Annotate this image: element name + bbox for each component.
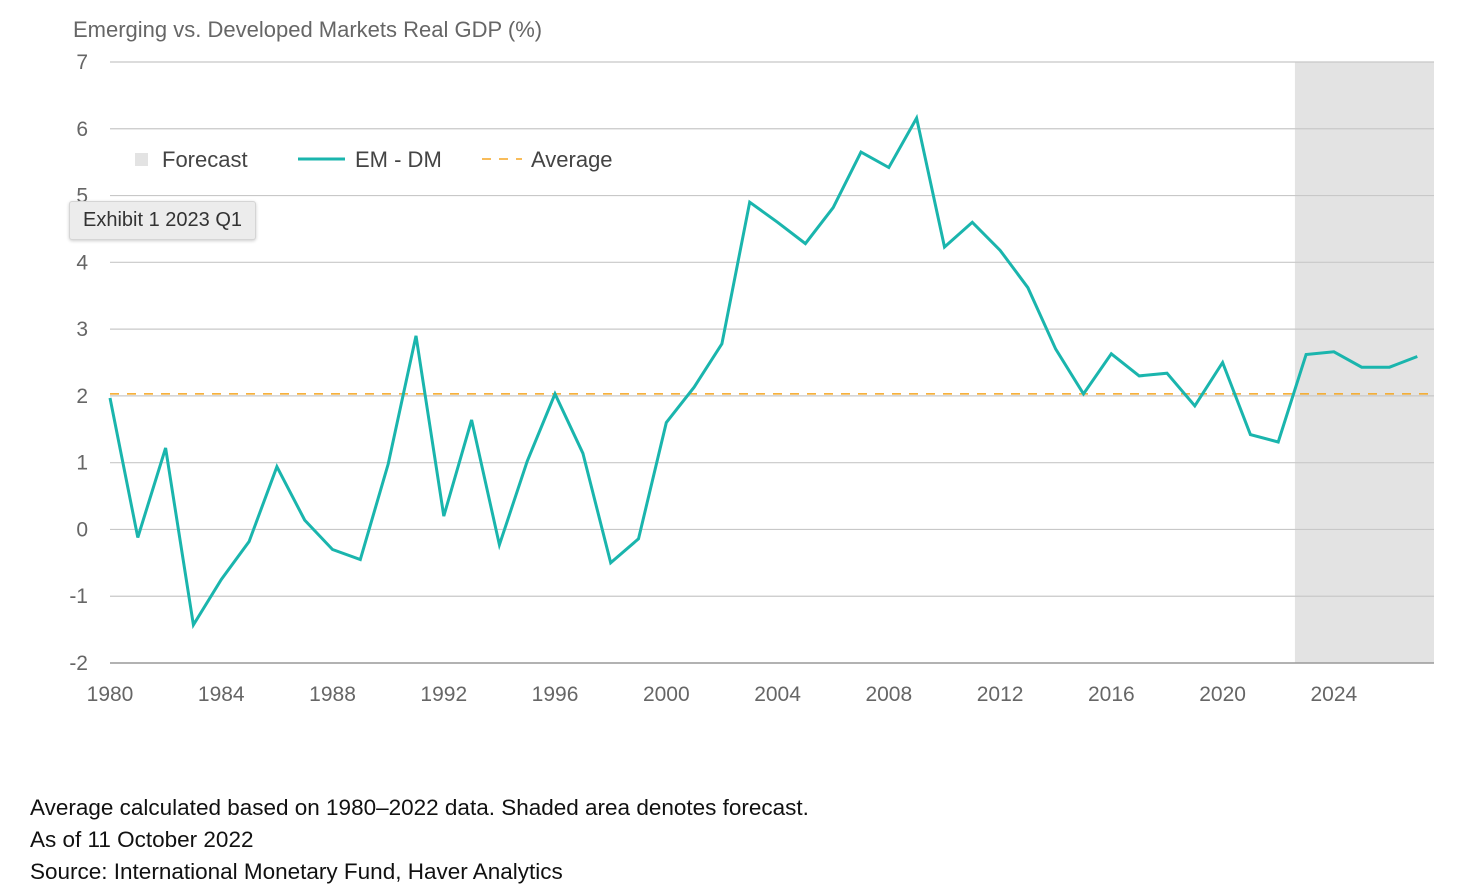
y-tick-label: 1 — [76, 452, 88, 475]
series-line-em-dm — [108, 113, 1418, 630]
x-tick-label: 1992 — [420, 683, 467, 706]
x-tick-label: 1984 — [198, 683, 245, 706]
x-tick-label: 2000 — [643, 683, 690, 706]
y-tick-label: 7 — [76, 51, 88, 74]
legend-em-dm-label: EM - DM — [355, 147, 442, 172]
chart-notes: Average calculated based on 1980–2022 da… — [30, 792, 809, 888]
y-tick-label: 0 — [76, 518, 88, 541]
x-tick-label: 2024 — [1311, 683, 1358, 706]
x-tick-label: 2020 — [1199, 683, 1246, 706]
note-source: Source: International Monetary Fund, Hav… — [30, 859, 563, 884]
y-tick-label: 3 — [76, 318, 88, 341]
y-tick-label: -2 — [69, 652, 88, 675]
x-tick-label: 2012 — [977, 683, 1024, 706]
x-tick-label: 1988 — [309, 683, 356, 706]
note-average: Average calculated based on 1980–2022 da… — [30, 795, 809, 820]
y-tick-label: 6 — [76, 118, 88, 141]
legend-average-label: Average — [531, 147, 613, 172]
note-date: As of 11 October 2022 — [30, 827, 254, 852]
x-tick-label: 1996 — [532, 683, 579, 706]
x-tick-label: 2004 — [754, 683, 801, 706]
legend-forecast-swatch — [135, 153, 148, 166]
chart-title: Emerging vs. Developed Markets Real GDP … — [73, 17, 542, 42]
y-tick-label: -1 — [69, 585, 88, 608]
x-tick-label: 2008 — [865, 683, 912, 706]
hover-tooltip: Exhibit 1 2023 Q1 — [69, 201, 256, 240]
y-tick-label: 4 — [76, 251, 88, 274]
y-tick-label: 2 — [76, 385, 88, 408]
legend-forecast-label: Forecast — [162, 147, 248, 172]
line-chart: Emerging vs. Developed Markets Real GDP … — [69, 17, 1434, 706]
x-tick-label: 1980 — [87, 683, 134, 706]
x-tick-label: 2016 — [1088, 683, 1135, 706]
forecast-region — [1294, 62, 1434, 663]
y-tick-label: 5 — [76, 185, 88, 208]
